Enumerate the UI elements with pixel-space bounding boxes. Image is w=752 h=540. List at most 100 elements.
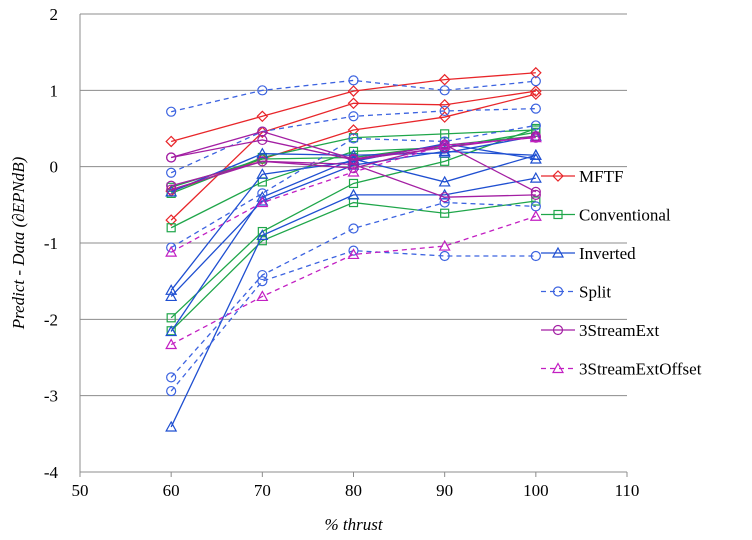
data-point	[166, 372, 177, 383]
data-point	[438, 73, 451, 86]
data-point	[530, 250, 541, 262]
data-point	[347, 165, 360, 177]
y-tick-label: -4	[44, 463, 59, 482]
data-point	[257, 269, 268, 281]
data-point	[348, 133, 359, 144]
data-point	[348, 159, 359, 170]
data-point	[348, 153, 359, 165]
series-group	[165, 66, 542, 432]
data-point	[166, 106, 177, 117]
data-point	[166, 167, 177, 178]
data-point	[439, 105, 450, 117]
legend-label: Split	[579, 283, 611, 302]
series-line	[171, 79, 536, 113]
data-point	[256, 290, 269, 302]
data-point	[530, 186, 541, 197]
data-point	[348, 111, 359, 122]
data-point	[529, 210, 542, 221]
series-line	[170, 124, 536, 249]
data-point	[347, 97, 360, 110]
legend-swatch-marker	[552, 170, 564, 182]
legend-swatch-marker	[551, 362, 565, 374]
data-point	[438, 146, 451, 158]
legend-swatch-marker	[552, 286, 564, 297]
y-axis-label: Predict - Data (∂EPNdB)	[9, 156, 28, 330]
data-point	[439, 197, 450, 208]
series-line	[170, 90, 536, 221]
data-point	[166, 385, 177, 397]
y-tick-label: -1	[44, 234, 58, 253]
data-point	[438, 111, 451, 123]
x-tick-label: 70	[254, 481, 271, 500]
y-tick-label: 1	[50, 81, 59, 100]
data-point	[165, 338, 178, 350]
data-point	[438, 139, 451, 150]
data-point	[166, 152, 177, 163]
x-tick-label: 80	[345, 481, 362, 500]
data-point	[439, 192, 450, 203]
data-point	[166, 223, 176, 233]
data-point	[438, 188, 451, 200]
x-tick-label: 100	[523, 481, 549, 500]
series-line	[170, 177, 536, 428]
data-point	[257, 276, 268, 287]
data-point	[440, 208, 450, 218]
y-tick-label: -2	[44, 310, 58, 329]
data-point	[257, 156, 268, 167]
data-point	[530, 189, 541, 201]
data-point	[165, 185, 178, 197]
data-point	[529, 131, 542, 143]
legend-entry: Conventional	[541, 206, 671, 225]
data-point	[348, 75, 359, 86]
data-point	[166, 184, 177, 195]
data-point	[165, 284, 178, 295]
data-point	[530, 103, 541, 114]
series-line	[170, 127, 537, 319]
x-axis-label: % thrust	[324, 515, 383, 534]
legend-swatch-marker	[553, 209, 563, 220]
legend: MFTF Conventional Inverted Split 3StreamExt 3…	[541, 167, 702, 379]
x-tick-label: 90	[436, 481, 453, 500]
series-line	[170, 200, 536, 332]
data-point	[348, 223, 359, 234]
y-tick-label: 0	[50, 158, 59, 177]
series-line	[170, 137, 536, 253]
series-line	[170, 72, 536, 143]
data-point	[347, 188, 360, 200]
y-tick-label: -3	[44, 387, 58, 406]
data-point	[438, 239, 451, 251]
data-point	[256, 147, 269, 159]
data-point	[165, 214, 178, 226]
gridlines	[80, 13, 627, 473]
data-point	[531, 196, 541, 206]
legend-entry: 3StreamExtOffset	[541, 360, 702, 379]
data-point	[347, 85, 360, 97]
data-point	[439, 136, 450, 147]
data-point	[165, 245, 178, 257]
legend-label: 3StreamExtOffset	[579, 360, 702, 379]
series-line	[170, 249, 536, 392]
x-tick-label: 110	[615, 481, 640, 500]
series-line	[170, 201, 536, 378]
data-point	[256, 110, 269, 123]
data-point	[256, 196, 269, 208]
data-point	[529, 171, 542, 183]
data-point	[530, 120, 541, 131]
data-point	[257, 134, 268, 146]
data-point	[529, 148, 542, 160]
data-point	[256, 168, 269, 179]
x-tick-label: 60	[163, 481, 180, 500]
data-point	[438, 98, 451, 111]
legend-entry: 3StreamExt	[541, 321, 660, 340]
legend-swatch-marker	[551, 246, 565, 258]
data-point	[166, 313, 176, 323]
legend-label: Inverted	[579, 244, 636, 263]
legend-label: MFTF	[579, 167, 623, 186]
axes	[79, 14, 628, 477]
data-point	[256, 229, 269, 240]
series-3StreamExtOffset	[165, 131, 542, 350]
data-point	[439, 250, 450, 262]
data-point	[438, 175, 451, 187]
data-point	[348, 245, 359, 256]
